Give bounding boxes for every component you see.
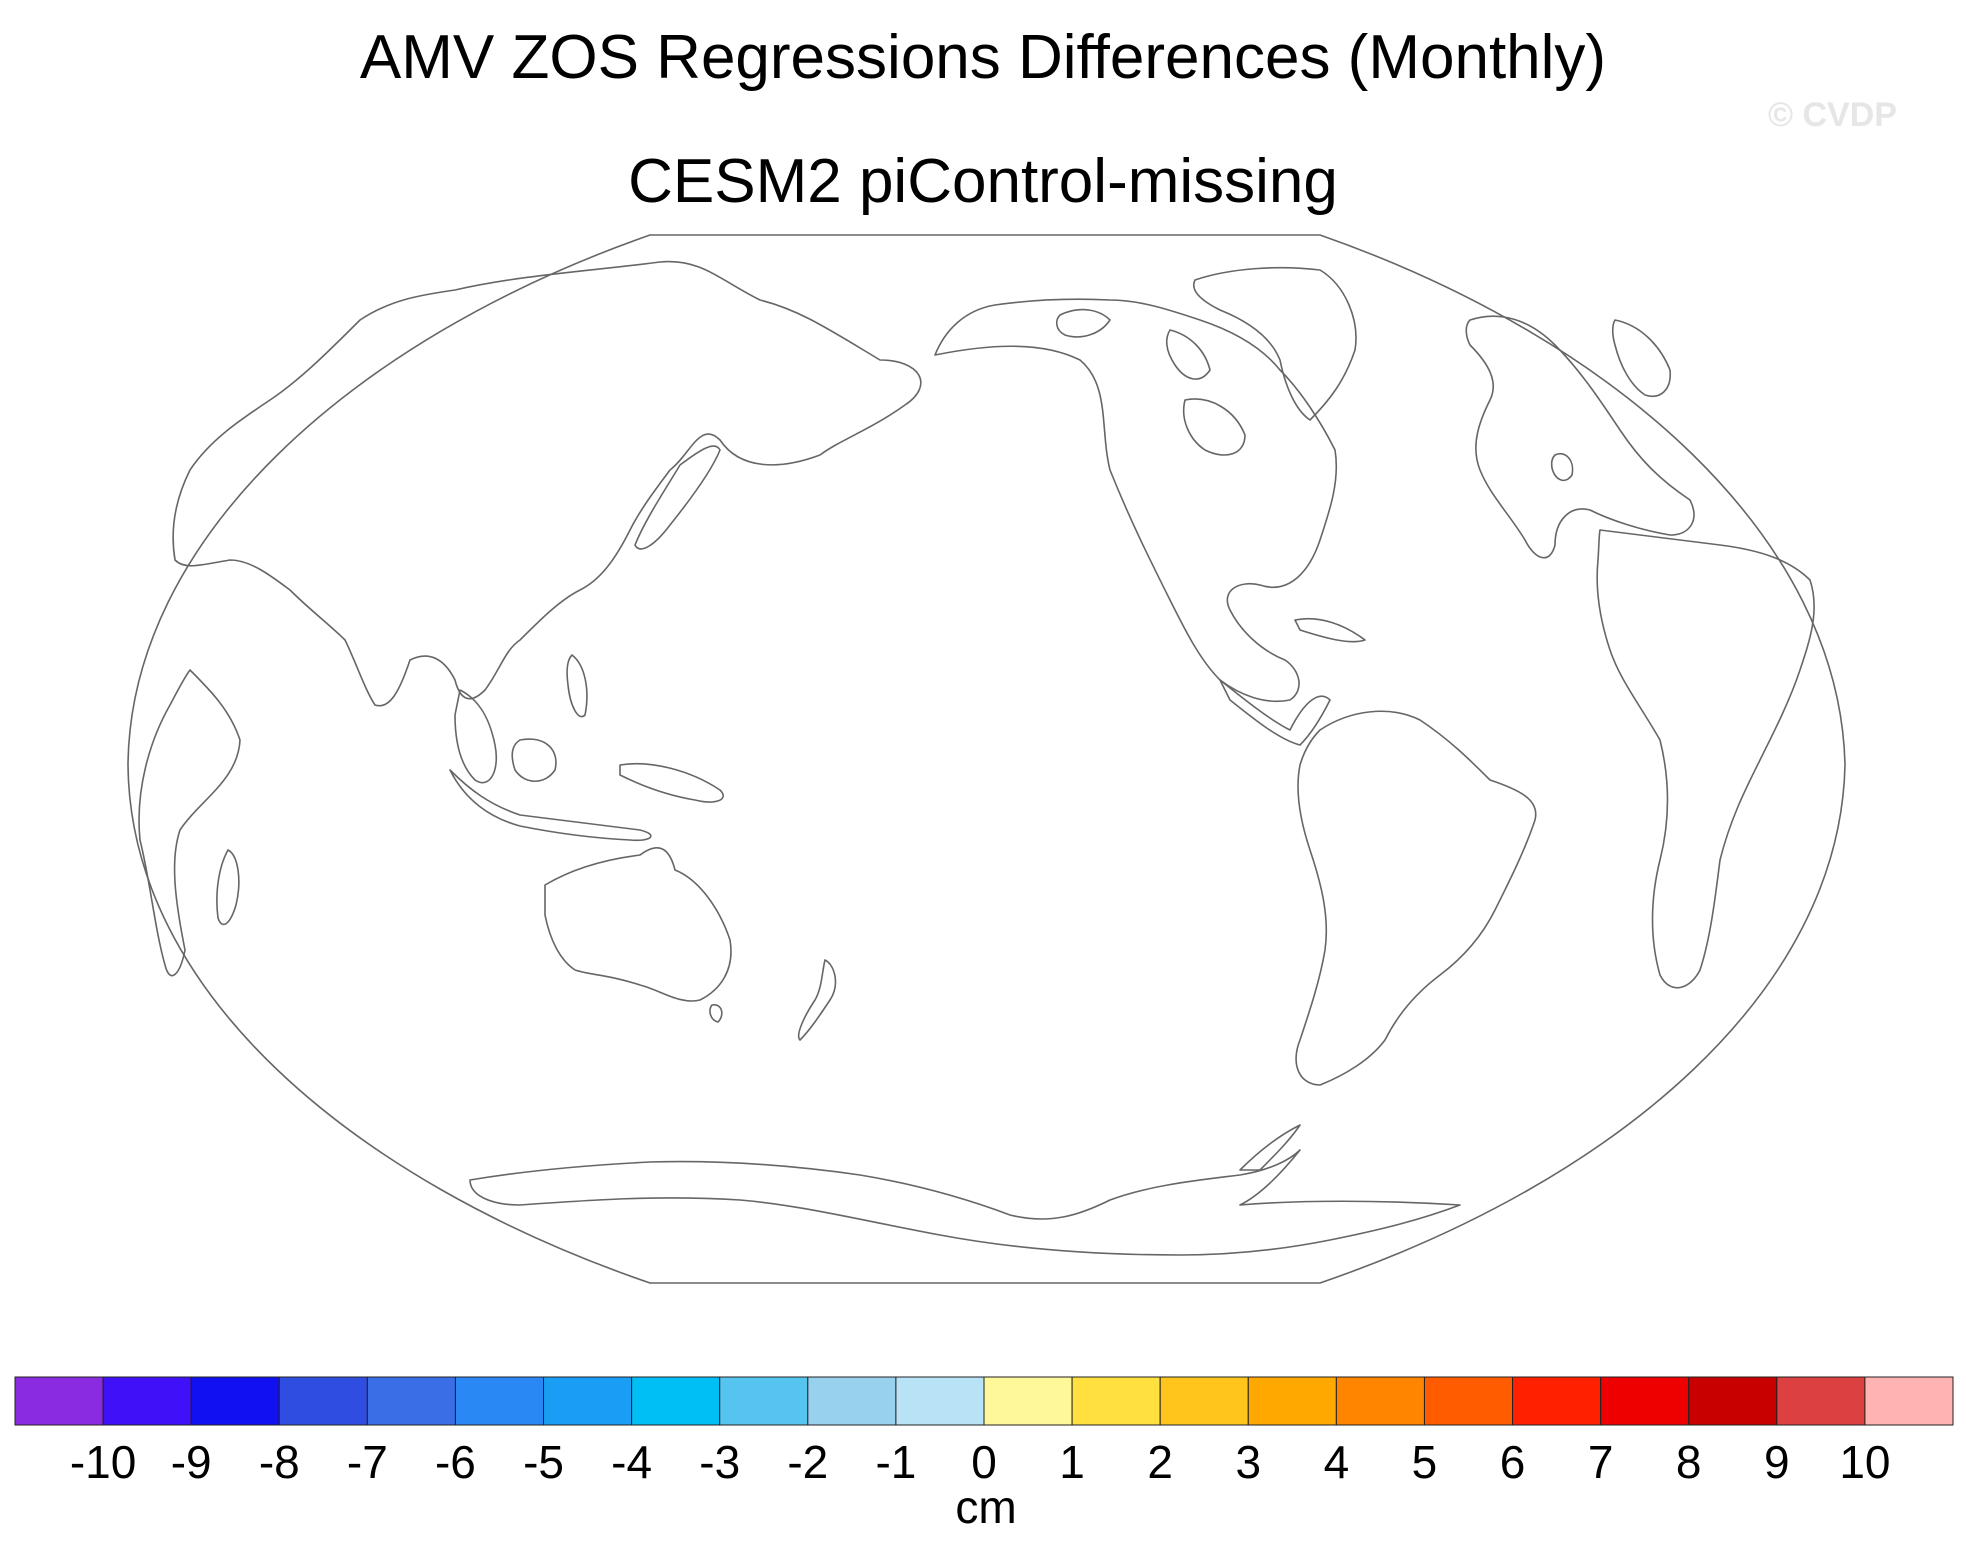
colorbar-tick-label: -6 (435, 1436, 476, 1488)
colorbar-box (14, 1376, 104, 1426)
colorbar-box (1159, 1376, 1249, 1426)
colorbar-tick-label: -3 (699, 1436, 740, 1488)
colorbar-tick-label: -4 (611, 1436, 652, 1488)
antarctica-outline (469, 1149, 1461, 1256)
tasmania-outline (709, 1004, 723, 1023)
colorbar-box (807, 1376, 897, 1426)
japan-outline (634, 445, 721, 550)
colorbar-box (366, 1376, 456, 1426)
colorbar-box (895, 1376, 985, 1426)
colorbar-tick-label: -8 (259, 1436, 300, 1488)
new-zealand-outline (797, 959, 837, 1041)
philippines-outline (566, 654, 588, 718)
colorbar-tick-label: -9 (171, 1436, 212, 1488)
new-guinea-outline (619, 762, 724, 803)
colorbar-box (1423, 1376, 1514, 1426)
world-map (127, 234, 1846, 1284)
south-america-outline (1295, 710, 1537, 1086)
caribbean-outline (1294, 617, 1366, 643)
colorbar-tick-label: 5 (1412, 1436, 1438, 1488)
colorbar-box (983, 1376, 1073, 1426)
africa-outline (138, 669, 241, 977)
colorbar-box (1688, 1376, 1778, 1426)
colorbar-tick-label: -10 (70, 1436, 136, 1488)
colorbar-tick-label: -1 (875, 1436, 916, 1488)
central-america-outline (1219, 679, 1331, 746)
africa-east-outline (1596, 529, 1815, 989)
hudson-bay-outline (1183, 398, 1246, 456)
eurasia-outline (172, 260, 922, 707)
colorbar-box (631, 1376, 721, 1426)
colorbar-tick-label: 0 (971, 1436, 997, 1488)
colorbar-box (1335, 1376, 1425, 1426)
antarctic-peninsula-outline (1239, 1124, 1301, 1171)
colorbar-box (102, 1376, 192, 1426)
colorbar-box (454, 1376, 545, 1426)
colorbar-tick-label: 4 (1324, 1436, 1350, 1488)
colorbar-box (719, 1376, 809, 1426)
indochina-outline (454, 689, 498, 784)
colorbar-tick-label: -7 (347, 1436, 388, 1488)
colorbar-box (1776, 1376, 1866, 1426)
sumatra-java-outline (449, 769, 652, 842)
colorbar-box (1071, 1376, 1161, 1426)
colorbar-box (1247, 1376, 1337, 1426)
arctic-islands-outline (1055, 308, 1111, 338)
colorbar-box (1512, 1376, 1602, 1426)
colorbar-tick-label: 7 (1588, 1436, 1614, 1488)
colorbar-tick-label: -5 (523, 1436, 564, 1488)
map-boundary (127, 234, 1846, 1284)
colorbar-tick-label: 8 (1676, 1436, 1702, 1488)
europe-outline (1465, 315, 1695, 559)
madagascar-outline (216, 849, 240, 926)
colorbar-tick-label: 1 (1059, 1436, 1085, 1488)
colorbar-tick-label: -2 (787, 1436, 828, 1488)
borneo-outline (511, 738, 557, 783)
cvdp-watermark: © CVDP (1768, 96, 1897, 134)
colorbar-tick-label: 9 (1764, 1436, 1790, 1488)
map-title: AMV ZOS Regressions Differences (Monthly… (359, 23, 1607, 92)
colorbar-tick-label: 6 (1500, 1436, 1526, 1488)
australia-outline (544, 847, 732, 1002)
north-america-outline (934, 298, 1338, 703)
colorbar-tick-label: 3 (1235, 1436, 1261, 1488)
british-isles-outline (1550, 453, 1574, 482)
colorbar-unit-label: cm (955, 1481, 1016, 1533)
colorbar-tick-label: 10 (1839, 1436, 1890, 1488)
colorbar-box (1864, 1376, 1954, 1426)
baffin-outline (1165, 329, 1211, 380)
colorbar-tick-label: 2 (1147, 1436, 1173, 1488)
colorbar-box (543, 1376, 633, 1426)
greenland-outline (1193, 266, 1357, 421)
colorbar-box (190, 1376, 280, 1426)
map-subtitle: CESM2 piControl-missing (628, 147, 1338, 216)
colorbar-box (278, 1376, 368, 1426)
colorbar-box (1600, 1376, 1690, 1426)
scandinavia-outline (1611, 319, 1671, 397)
